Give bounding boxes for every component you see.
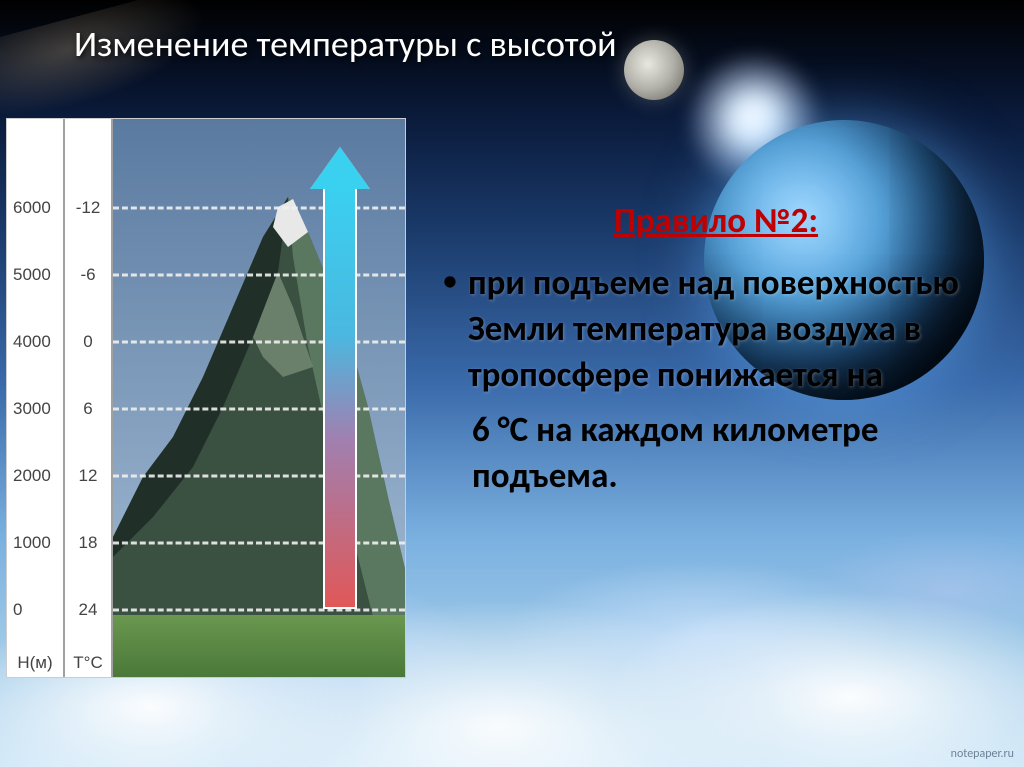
rule-body-text: при подъеме над поверхностью Земли темпе… (468, 260, 994, 399)
rule-heading: Правило №2: (438, 200, 994, 242)
mountain-scene (113, 119, 405, 677)
altitude-tick: 1000 (13, 533, 57, 553)
temp-tick: 6 (71, 399, 105, 419)
rule-text-block: Правило №2: • при подъеме над поверхност… (438, 200, 994, 499)
temp-tick: 12 (71, 466, 105, 486)
watermark-text: notepaper.ru (951, 747, 1014, 761)
moon (624, 40, 684, 100)
altitude-temperature-diagram: 0 1000 2000 3000 4000 5000 6000 Н(м) 24 … (6, 118, 406, 678)
temp-tick: 24 (71, 600, 105, 620)
altitude-tick: 2000 (13, 466, 57, 486)
altitude-axis-label: Н(м) (7, 653, 63, 673)
altitude-tick: 5000 (13, 265, 57, 285)
gradient-arrow-icon (313, 147, 367, 609)
rule-tail-text: 6 °С на каждом километре подъема. (472, 407, 994, 499)
temperature-axis-label: Т°С (65, 653, 111, 673)
temp-tick: 18 (71, 533, 105, 553)
bullet-icon: • (442, 260, 458, 302)
temp-tick: 0 (71, 332, 105, 352)
altitude-tick: 0 (13, 600, 57, 620)
temp-tick: -12 (71, 198, 105, 218)
altitude-tick: 4000 (13, 332, 57, 352)
altitude-axis: 0 1000 2000 3000 4000 5000 6000 Н(м) (7, 119, 65, 677)
temp-tick: -6 (71, 265, 105, 285)
altitude-tick: 3000 (13, 399, 57, 419)
temperature-axis: 24 18 12 6 0 -6 -12 Т°С (65, 119, 113, 677)
slide-title: Изменение температуры с высотой (74, 24, 617, 65)
ground (113, 615, 405, 677)
altitude-tick: 6000 (13, 198, 57, 218)
